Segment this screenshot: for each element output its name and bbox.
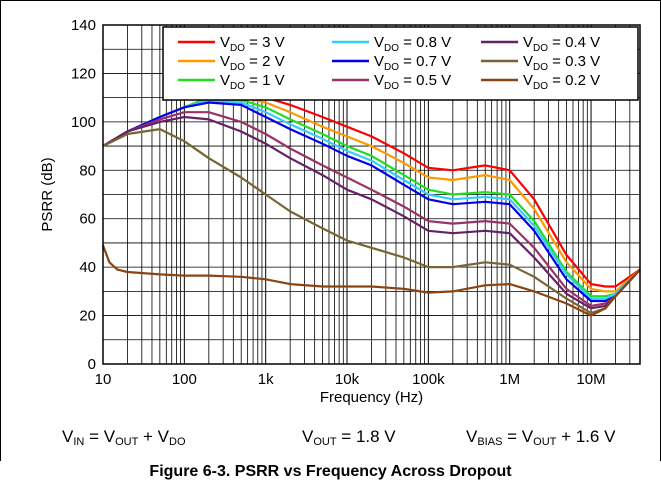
legend-label: VDO = 0.5 V — [374, 72, 451, 92]
y-tick-label: 120 — [71, 65, 96, 82]
legend: VDO = 3 V VDO = 0.8 V VDO = 0.4 V VDO = 2 V… — [162, 26, 639, 101]
x-tick-label: 100 — [172, 371, 197, 388]
y-tick-label: 140 — [71, 17, 96, 34]
y-tick-label: 40 — [79, 259, 96, 276]
x-tick-label: 10M — [576, 371, 605, 388]
figure-caption: Figure 6-3. PSRR vs Frequency Across Dro… — [149, 463, 512, 480]
condition-vin: VIN = VOUT + VDO — [62, 427, 186, 448]
legend-label: VDO = 0.8 V — [374, 34, 451, 54]
series-line-5 — [102, 111, 641, 307]
y-tick-label: 80 — [79, 162, 96, 179]
series-line-6 — [102, 115, 641, 310]
legend-label: VDO = 2 V — [220, 53, 285, 73]
y-tick-label: 20 — [79, 308, 96, 325]
frame-top-border — [0, 0, 661, 1]
y-tick-label: 60 — [79, 211, 96, 228]
psrr-chart: 10 100 1k 10k 100k 1M 10M 0 20 40 60 80 100 120 140 Fr… — [39, 17, 641, 406]
series-line-2 — [102, 96, 641, 298]
condition-vbias: VBIAS = VOUT + 1.6 V — [466, 427, 616, 448]
x-tick-label: 10k — [335, 371, 360, 388]
x-axis-label: Frequency (Hz) — [320, 389, 423, 406]
plot-area-border — [102, 24, 641, 365]
axis-tick-labels: 10 100 1k 10k 100k 1M 10M 0 20 40 60 80 100 120 140 — [71, 17, 606, 388]
series-line-4 — [102, 101, 641, 303]
y-tick-label: 0 — [88, 356, 96, 373]
y-axis-label: PSRR (dB) — [39, 157, 56, 231]
legend-box — [162, 26, 639, 101]
series-line-3 — [102, 98, 641, 300]
x-tick-label: 100k — [412, 371, 445, 388]
series-lines — [101, 94, 641, 317]
legend-label: VDO = 1 V — [220, 72, 285, 92]
legend-label: VDO = 0.2 V — [523, 72, 600, 92]
frame-left-border — [0, 0, 1, 461]
legend-label: VDO = 0.3 V — [523, 53, 600, 73]
x-tick-label: 1M — [499, 371, 520, 388]
legend-label: VDO = 0.7 V — [374, 53, 451, 73]
legend-label: VDO = 0.4 V — [523, 34, 600, 54]
condition-vout: VOUT = 1.8 V — [302, 427, 396, 448]
series-line-8 — [101, 245, 641, 317]
y-tick-label: 100 — [71, 114, 96, 131]
legend-label: VDO = 3 V — [220, 34, 285, 54]
series-line-7 — [102, 128, 641, 315]
x-tick-label: 10 — [95, 371, 112, 388]
x-tick-label: 1k — [258, 371, 274, 388]
